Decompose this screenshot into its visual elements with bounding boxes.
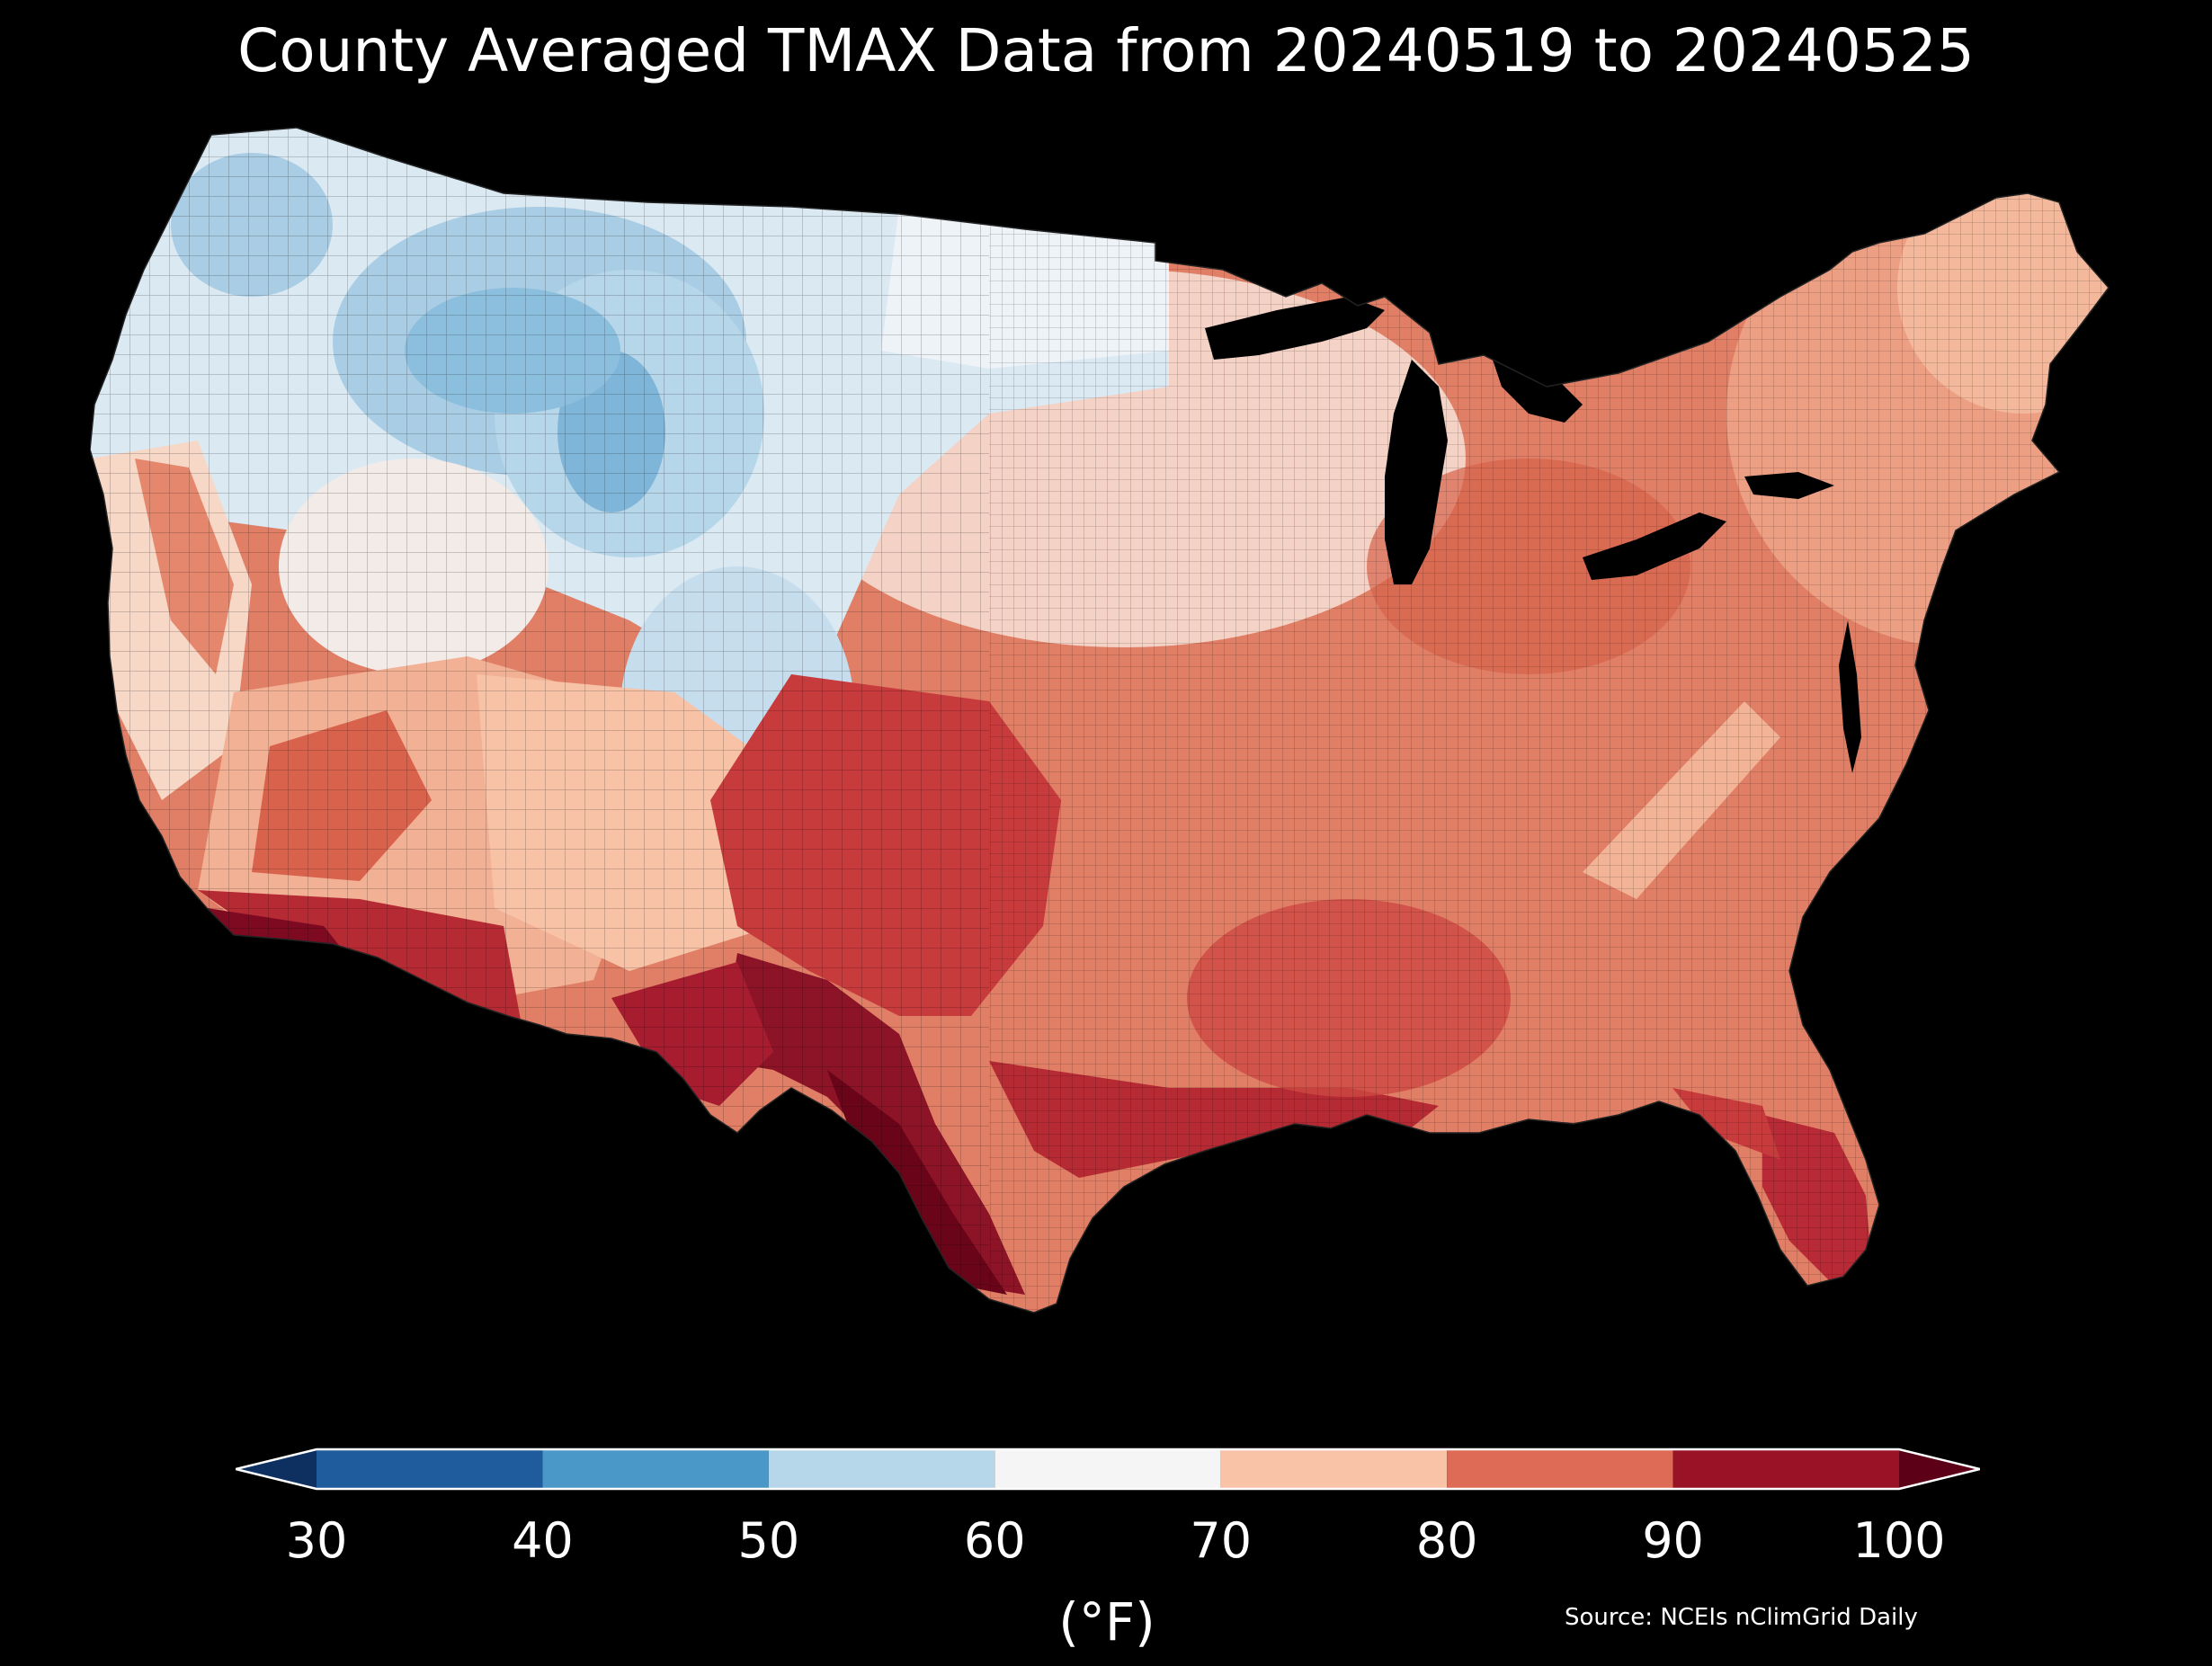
colorbar-tick-label: 30	[285, 1512, 348, 1569]
colorbar-unit-label: (°F)	[1058, 1591, 1155, 1653]
colorbar-bin-90-100	[1672, 1449, 1899, 1489]
colorbar-bin-40-50	[542, 1449, 769, 1489]
colorbar-tick-label: 50	[737, 1512, 800, 1569]
great-lakes	[1205, 297, 1861, 773]
colorbar-under-arrow	[236, 1449, 317, 1489]
county-borders	[90, 128, 2109, 1313]
map-title: County Averaged TMAX Data from 20240519 …	[237, 16, 1975, 85]
colorbar-tick-label: 70	[1190, 1512, 1253, 1569]
colorbar-tick-label: 80	[1415, 1512, 1478, 1569]
source-credit: Source: NCEIs nClimGrid Daily	[1565, 1604, 1918, 1631]
colorbar-bin-50-60	[768, 1449, 995, 1489]
colorbar-bin-60-70	[995, 1449, 1221, 1489]
colorbar-tick-label: 100	[1852, 1512, 1946, 1569]
colorbar-tick-label: 60	[963, 1512, 1026, 1569]
colorbar-tick-label: 40	[512, 1512, 574, 1569]
choropleth-map	[90, 117, 2122, 1394]
colorbar	[235, 1442, 1981, 1509]
colorbar-bin-30-40	[317, 1449, 543, 1489]
colorbar-tick-label: 90	[1642, 1512, 1704, 1569]
colorbar-bin-80-90	[1447, 1449, 1673, 1489]
colorbar-bin-70-80	[1220, 1449, 1448, 1489]
colorbar-over-arrow	[1899, 1449, 1980, 1489]
